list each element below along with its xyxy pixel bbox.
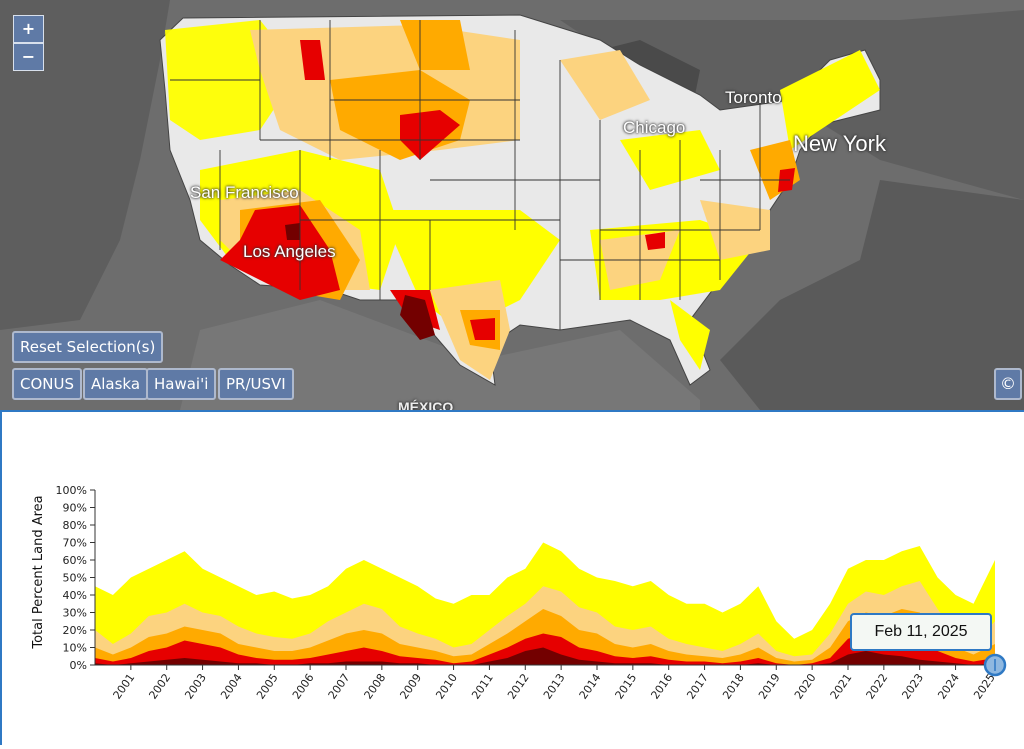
region-button-alaska[interactable]: Alaska <box>83 368 149 400</box>
x-tick-label: 2016 <box>648 671 675 701</box>
y-tick-label: 100% <box>56 484 87 497</box>
state-boundaries <box>170 20 790 330</box>
y-tick-label: 50% <box>63 572 87 585</box>
drought-d4-west-texas[interactable] <box>400 295 435 340</box>
drought-d3-tennessee[interactable] <box>645 232 665 250</box>
drought-d3-south-texas[interactable] <box>470 318 495 340</box>
x-tick-label: 2021 <box>828 671 855 701</box>
x-tick-label: 2017 <box>684 671 711 701</box>
drought-map[interactable]: Toronto Chicago New York San Francisco L… <box>0 0 1024 410</box>
drought-d4-california[interactable] <box>285 223 300 240</box>
y-axis-label: Total Percent Land Area <box>31 495 46 649</box>
x-tick-label: 2023 <box>899 671 926 701</box>
pacific-shade <box>0 0 170 330</box>
x-tick-label: 2022 <box>864 671 891 701</box>
x-tick-label: 2024 <box>935 671 962 701</box>
y-tick-label: 90% <box>63 502 87 515</box>
x-tick-label: 2018 <box>720 671 747 701</box>
y-tick-label: 20% <box>63 624 87 637</box>
y-tick-label: 60% <box>63 554 87 567</box>
city-label-new-york: New York <box>793 131 886 156</box>
y-tick-label: 30% <box>63 607 87 620</box>
region-button-pr-usvi[interactable]: PR/USVI <box>218 368 294 400</box>
x-tick-label: 2010 <box>433 671 460 701</box>
x-tick-label: 2003 <box>182 671 209 701</box>
x-tick-label: 2019 <box>756 671 783 701</box>
x-tick-label: 2001 <box>111 671 138 701</box>
y-tick-label: 40% <box>63 589 87 602</box>
y-tick-label: 70% <box>63 537 87 550</box>
drought-d0-midwest[interactable] <box>620 130 720 190</box>
y-tick-label: 10% <box>63 642 87 655</box>
x-tick-label: 2012 <box>505 671 532 701</box>
country-label-mexico: MÉXICO <box>398 399 454 410</box>
x-tick-label: 2013 <box>541 671 568 701</box>
plot-area: 0% 10% 20% 30% 40% 50% 60% 70% 80% 90% 100% 2001 200… <box>56 484 1007 702</box>
x-tick-label: 2015 <box>613 671 640 701</box>
region-button-hawaii[interactable]: Hawai'i <box>146 368 217 400</box>
city-label-san-francisco: San Francisco <box>190 183 299 202</box>
region-button-conus[interactable]: CONUS <box>12 368 83 400</box>
drought-d0-northeast[interactable] <box>780 50 880 150</box>
date-tooltip: Feb 11, 2025 <box>850 613 992 651</box>
x-tick-label: 2011 <box>469 671 496 701</box>
x-tick-label: 2009 <box>397 671 424 701</box>
drought-d3-idaho[interactable] <box>300 40 325 80</box>
atlantic-shade <box>720 180 1024 410</box>
city-label-toronto: Toronto <box>725 88 782 107</box>
drought-d1-upper-midwest[interactable] <box>560 50 650 120</box>
x-tick-label: 2006 <box>290 671 317 701</box>
drought-d3-southern-california[interactable] <box>220 205 340 300</box>
drought-d3-wyoming[interactable] <box>400 110 460 160</box>
x-tick-label: 2002 <box>146 671 173 701</box>
reset-selections-button[interactable]: Reset Selection(s) <box>12 331 164 363</box>
zoom-in-button[interactable]: + <box>13 15 44 43</box>
zoom-out-button[interactable]: − <box>13 43 44 71</box>
basemap[interactable] <box>0 0 1024 410</box>
mexico-region <box>180 300 700 410</box>
series-area-d4[interactable] <box>95 647 995 666</box>
y-tick-label: 80% <box>63 519 87 532</box>
drought-d2-montana[interactable] <box>400 20 470 70</box>
x-tick-label: 2004 <box>218 671 245 701</box>
x-tick-label: 2007 <box>326 671 353 701</box>
x-tick-label: 2020 <box>792 671 819 701</box>
x-tick-label: 2005 <box>254 671 281 701</box>
x-tick-label: 2014 <box>577 671 604 701</box>
x-tick-label: 2008 <box>362 671 389 701</box>
drought-timeseries-panel: 0% 10% 20% 30% 40% 50% 60% 70% 80% 90% 100% 2001 200… <box>0 410 1024 745</box>
copyright-icon[interactable]: © <box>994 368 1022 400</box>
city-label-los-angeles: Los Angeles <box>243 242 336 261</box>
city-label-chicago: Chicago <box>623 118 686 137</box>
y-tick-label: 0% <box>70 659 87 672</box>
drought-area-chart[interactable]: 0% 10% 20% 30% 40% 50% 60% 70% 80% 90% 100% 2001 200… <box>2 412 1024 745</box>
drought-d0-florida[interactable] <box>670 300 710 370</box>
